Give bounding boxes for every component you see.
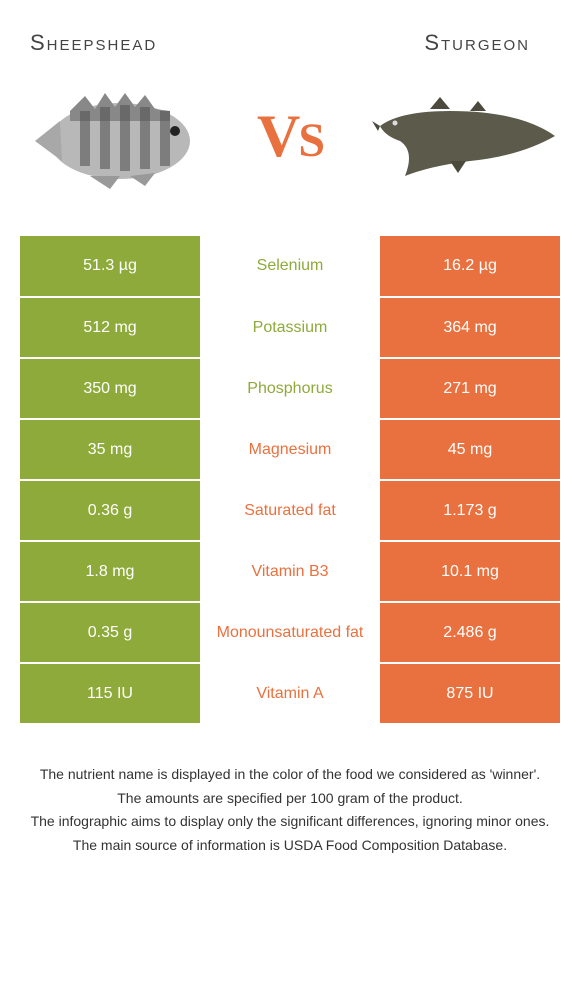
table-row: 0.35 gMonounsaturated fat2.486 g [20, 602, 560, 663]
table-row: 512 mgPotassium364 mg [20, 297, 560, 358]
nutrient-name: Phosphorus [200, 358, 380, 419]
nutrition-table-body: 51.3 µgSelenium16.2 µg512 mgPotassium364… [20, 236, 560, 724]
footer-line: The nutrient name is displayed in the co… [20, 765, 560, 785]
nutrient-name: Vitamin A [200, 663, 380, 724]
nutrient-name: Saturated fat [200, 480, 380, 541]
nutrient-name: Monounsaturated fat [200, 602, 380, 663]
right-value: 45 mg [380, 419, 560, 480]
nutrient-name: Selenium [200, 236, 380, 297]
left-title: Sheepshead [30, 30, 157, 56]
left-value: 51.3 µg [20, 236, 200, 297]
sturgeon-illustration [370, 81, 560, 191]
right-value: 364 mg [380, 297, 560, 358]
nutrient-name: Vitamin B3 [200, 541, 380, 602]
table-row: 115 IUVitamin A875 IU [20, 663, 560, 724]
left-value: 512 mg [20, 297, 200, 358]
footer-notes: The nutrient name is displayed in the co… [20, 765, 560, 855]
right-value: 271 mg [380, 358, 560, 419]
table-row: 350 mgPhosphorus271 mg [20, 358, 560, 419]
table-row: 0.36 gSaturated fat1.173 g [20, 480, 560, 541]
footer-line: The amounts are specified per 100 gram o… [20, 789, 560, 809]
footer-line: The infographic aims to display only the… [20, 812, 560, 832]
header: Sheepshead Sturgeon [0, 0, 580, 66]
right-value: 2.486 g [380, 602, 560, 663]
vs-label: VS [247, 102, 333, 171]
sheepshead-illustration [20, 81, 210, 191]
hero-row: VS [0, 66, 580, 216]
left-value: 35 mg [20, 419, 200, 480]
left-value: 1.8 mg [20, 541, 200, 602]
nutrient-name: Potassium [200, 297, 380, 358]
right-value: 10.1 mg [380, 541, 560, 602]
nutrient-name: Magnesium [200, 419, 380, 480]
table-row: 1.8 mgVitamin B310.1 mg [20, 541, 560, 602]
left-value: 350 mg [20, 358, 200, 419]
left-value: 0.36 g [20, 480, 200, 541]
left-value: 115 IU [20, 663, 200, 724]
table-row: 35 mgMagnesium45 mg [20, 419, 560, 480]
right-value: 16.2 µg [380, 236, 560, 297]
footer-line: The main source of information is USDA F… [20, 836, 560, 856]
right-value: 875 IU [380, 663, 560, 724]
table-row: 51.3 µgSelenium16.2 µg [20, 236, 560, 297]
left-value: 0.35 g [20, 602, 200, 663]
right-title: Sturgeon [424, 30, 530, 56]
nutrition-table: 51.3 µgSelenium16.2 µg512 mgPotassium364… [20, 236, 560, 725]
right-value: 1.173 g [380, 480, 560, 541]
